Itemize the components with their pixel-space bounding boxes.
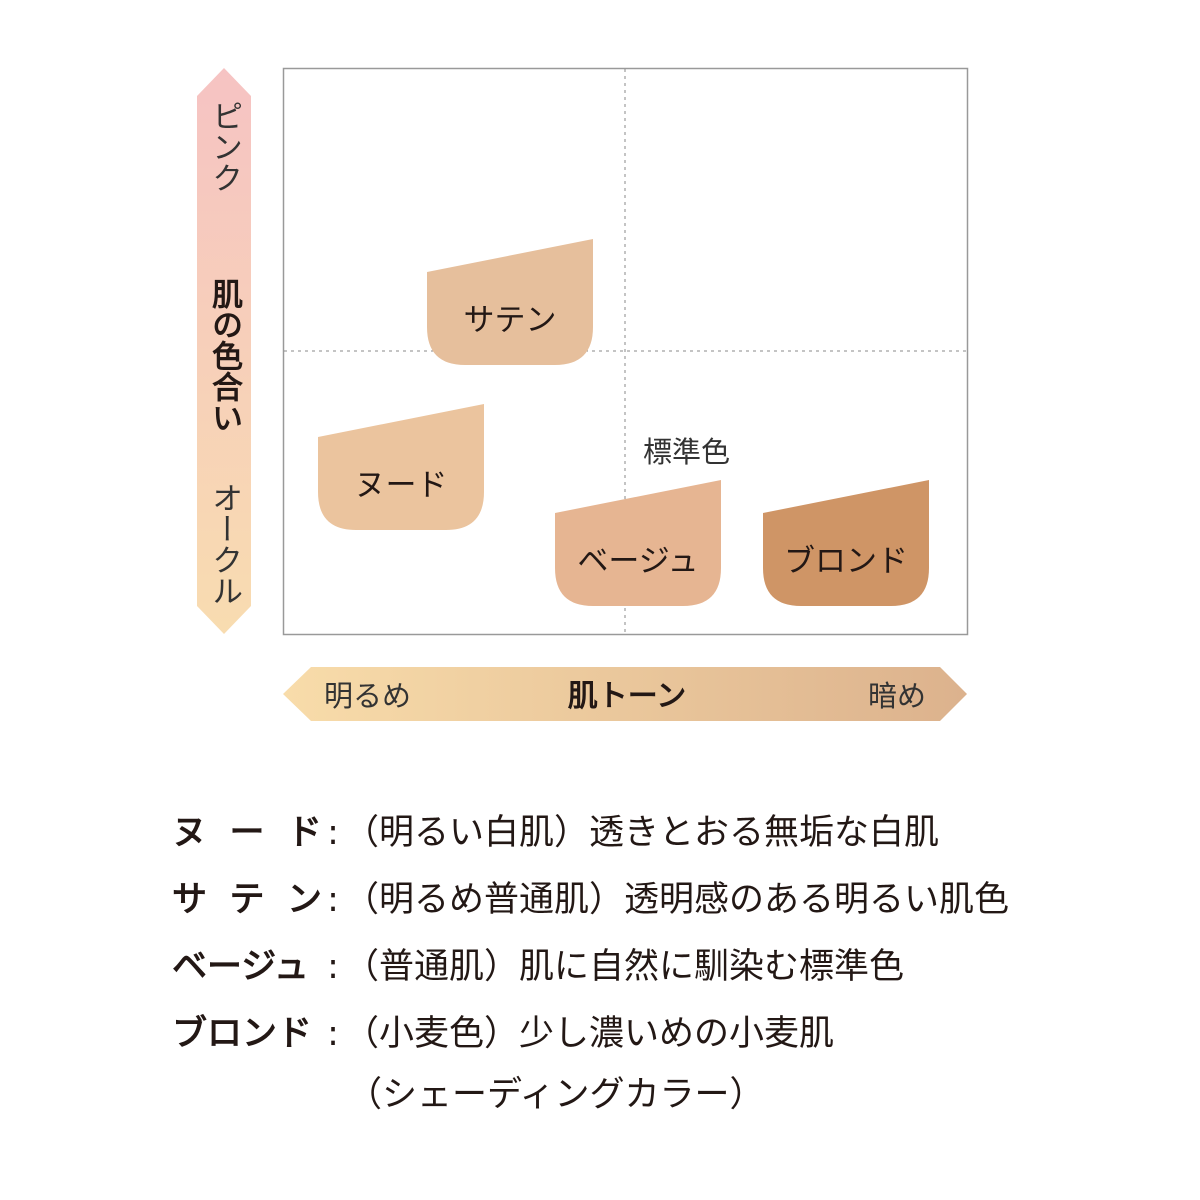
horizontal-left-label: 明るめ (324, 679, 411, 713)
shade-legend: ヌード: （明るい白肌）透きとおる無垢な白肌サテン: （明るめ普通肌）透明感のある明… (172, 800, 1009, 1122)
legend-label-char: ー (229, 813, 265, 853)
standard-color-label: 標準色 (643, 435, 730, 469)
legend-shade-name: ブロンド (172, 1001, 322, 1068)
vertical-axis-title: 肌の色合い (206, 278, 243, 433)
legend-colon: : (327, 813, 339, 853)
legend-label-char: ヌ (172, 813, 208, 853)
legend-label-char: ブロンド (172, 1014, 313, 1054)
legend-row: サテン: （明るめ普通肌）透明感のある明るい肌色 (172, 867, 1009, 934)
swatch-label: ベージュ (577, 544, 698, 580)
vertical-bottom-label: オークル (206, 482, 242, 606)
legend-colon: : (327, 1014, 339, 1054)
legend-shade-name: ヌード (172, 800, 322, 867)
swatch-1 (318, 404, 484, 530)
legend-row: ヌード: （明るい白肌）透きとおる無垢な白肌 (172, 800, 1009, 867)
legend-label-char: ド (286, 813, 322, 853)
swatch-label: ヌード (355, 468, 448, 504)
legend-colon: : (327, 947, 339, 987)
legend-description: （明るい白肌）透きとおる無垢な白肌 (344, 813, 940, 853)
swatch-2 (555, 480, 721, 606)
horizontal-axis-arrow (283, 667, 967, 721)
chart-frame (282, 67, 969, 636)
legend-continuation: （シェーディングカラー） (347, 1075, 765, 1115)
legend-label-char: サ (172, 880, 208, 920)
vertical-axis-arrow (197, 68, 251, 634)
legend-description: （小麦色）少し濃いめの小麦肌 (344, 1014, 835, 1054)
legend-shade-name: サテン (172, 867, 322, 934)
legend-label-char: テ (229, 880, 265, 920)
legend-description: （普通肌）肌に自然に馴染む標準色 (344, 947, 905, 987)
legend-colon: : (327, 880, 339, 920)
legend-row: ブロンド: （小麦色）少し濃いめの小麦肌 (172, 1001, 1009, 1068)
swatch-label: ブロンド (784, 544, 908, 580)
legend-label-char: ン (286, 880, 322, 920)
horizontal-axis-title: 肌トーン (568, 679, 687, 714)
swatch-0 (427, 239, 593, 365)
swatch-3 (763, 480, 929, 606)
vertical-top-label: ピンク (206, 100, 242, 193)
legend-label-char: ベージュ (172, 947, 309, 987)
horizontal-right-label: 暗め (868, 679, 926, 713)
legend-description: （明るめ普通肌）透明感のある明るい肌色 (344, 880, 1010, 920)
legend-row: ベージュ: （普通肌）肌に自然に馴染む標準色 (172, 934, 1009, 1001)
legend-shade-name: ベージュ (172, 934, 322, 1001)
swatch-label: サテン (464, 303, 557, 339)
